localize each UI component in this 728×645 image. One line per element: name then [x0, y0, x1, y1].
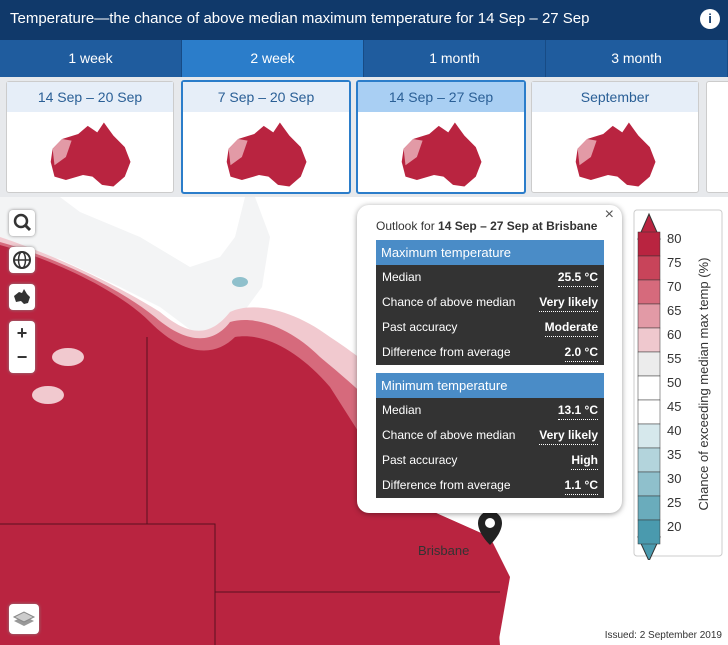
legend-tick-label: 35	[667, 447, 681, 462]
row-value: 13.1 °C	[557, 401, 598, 420]
legend-title: Chance of exceeding median max temp (%)	[696, 258, 711, 511]
legend-band	[637, 303, 661, 329]
globe-button[interactable]	[9, 247, 35, 273]
popup-row: Difference from average 1.1 °C	[376, 473, 604, 498]
thumbnail	[706, 81, 728, 193]
legend-band	[637, 447, 661, 473]
legend-tick-label: 50	[667, 375, 681, 390]
tabs: 1 week 2 week 1 month 3 month	[0, 40, 728, 77]
legend-band	[637, 351, 661, 377]
thumbnail-map	[401, 122, 482, 187]
legend-tick-label: 30	[667, 471, 681, 486]
legend-tick-label: 25	[667, 495, 681, 510]
info-button[interactable]: i	[700, 9, 720, 29]
legend-band	[637, 279, 661, 305]
legend-tick-label: 80	[667, 231, 681, 246]
legend-tick-label: 40	[667, 423, 681, 438]
issued: Issued: 2 September 2019	[605, 630, 723, 641]
row-label: Past accuracy	[382, 453, 458, 467]
row-value: 25.5 °C	[557, 268, 598, 287]
popup-row: Chance of above median Very likely	[376, 290, 604, 315]
legend-band	[637, 255, 661, 281]
australia-highlight	[228, 138, 248, 166]
australia-button[interactable]	[9, 284, 35, 310]
legend-tick-label: 60	[667, 327, 681, 342]
row-value: 2.0 °C	[564, 343, 598, 362]
australia-shape	[401, 122, 482, 187]
thumbnail[interactable]: September	[531, 81, 699, 193]
popup-row: Past accuracy Moderate	[376, 315, 604, 340]
thumbnail-map	[226, 122, 307, 187]
popup-subject: 14 Sep – 27 Sep at Brisbane	[438, 219, 598, 233]
legend-band	[637, 231, 661, 257]
legend-band	[637, 399, 661, 425]
legend-tick-label: 20	[667, 519, 681, 534]
title: Temperature—the chance of above median m…	[10, 10, 590, 27]
popup-prefix: Outlook for	[376, 219, 435, 233]
place-label: Brisbane	[418, 543, 469, 558]
thumbnail-label: 7 Sep – 20 Sep	[183, 82, 349, 112]
legend-band	[637, 495, 661, 521]
section-heading: Minimum temperature	[376, 373, 604, 398]
header: Temperature—the chance of above median m…	[0, 0, 728, 40]
legend-band	[637, 471, 661, 497]
row-label: Median	[382, 270, 422, 284]
thumbnail-label: 14 Sep – 27 Sep	[358, 82, 524, 112]
thumbnail-label: 14 Sep – 20 Sep	[7, 82, 173, 112]
legend-band	[637, 423, 661, 449]
legend-tick-label: 65	[667, 303, 681, 318]
australia-highlight	[403, 138, 423, 166]
thumbnails: 14 Sep – 20 Sep 7 Sep – 20 Sep 14 Sep – 27…	[0, 77, 728, 197]
popup-row: Median 13.1 °C	[376, 398, 604, 423]
row-value: Very likely	[539, 293, 598, 312]
popup-row: Median 25.5 °C	[376, 265, 604, 290]
legend-tick-label: 70	[667, 279, 681, 294]
row-label: Chance of above median	[382, 295, 516, 309]
australia-highlight	[577, 138, 597, 166]
popup-row: Difference from average 2.0 °C	[376, 340, 604, 365]
legend: 80 75 70 65 60 55 50 45 40 35 30 25 20 Chance of exce…	[633, 209, 723, 560]
thumbnail-map	[50, 122, 131, 187]
row-label: Median	[382, 403, 422, 417]
popup-title: Outlook for 14 Sep – 27 Sep at Brisbane	[376, 219, 597, 233]
layers-button[interactable]	[9, 604, 39, 634]
close-button[interactable]: ×	[604, 206, 614, 223]
legend-band	[637, 519, 661, 545]
section-heading: Maximum temperature	[376, 240, 604, 265]
legend-band	[637, 375, 661, 401]
australia-shape	[226, 122, 307, 187]
popup-row: Past accuracy High	[376, 448, 604, 473]
thumbnail[interactable]: 14 Sep – 27 Sep	[356, 80, 526, 194]
row-label: Difference from average	[382, 345, 511, 359]
thumbnail[interactable]: 7 Sep – 20 Sep	[181, 80, 351, 194]
row-label: Difference from average	[382, 478, 511, 492]
row-label: Chance of above median	[382, 428, 516, 442]
row-value: Very likely	[539, 426, 598, 445]
legend-band	[637, 327, 661, 353]
thumbnail-map	[575, 122, 656, 187]
zoom-out[interactable]: −	[16, 347, 28, 367]
australia-highlight	[52, 138, 72, 166]
tab[interactable]: 1 week	[0, 40, 182, 77]
row-label: Past accuracy	[382, 320, 458, 334]
row-value: High	[571, 451, 598, 470]
row-value: 1.1 °C	[564, 476, 598, 495]
legend-tick-label: 55	[667, 351, 681, 366]
australia-shape	[50, 122, 131, 187]
thumbnail-label: September	[532, 82, 698, 112]
search-button[interactable]	[9, 210, 35, 236]
tab[interactable]: 2 week	[182, 40, 364, 77]
popup: Outlook for 14 Sep – 27 Sep at Brisbane …	[357, 205, 622, 513]
tab[interactable]: 1 month	[364, 40, 546, 77]
australia-shape	[575, 122, 656, 187]
tab[interactable]: 3 month	[546, 40, 728, 77]
zoom-controls: + −	[9, 321, 35, 373]
legend-tick-label: 75	[667, 255, 681, 270]
popup-row: Chance of above median Very likely	[376, 423, 604, 448]
thumbnail[interactable]: 14 Sep – 20 Sep	[6, 81, 174, 193]
zoom-in[interactable]: +	[16, 323, 28, 343]
legend-tick-label: 45	[667, 399, 681, 414]
row-value: Moderate	[544, 318, 598, 337]
